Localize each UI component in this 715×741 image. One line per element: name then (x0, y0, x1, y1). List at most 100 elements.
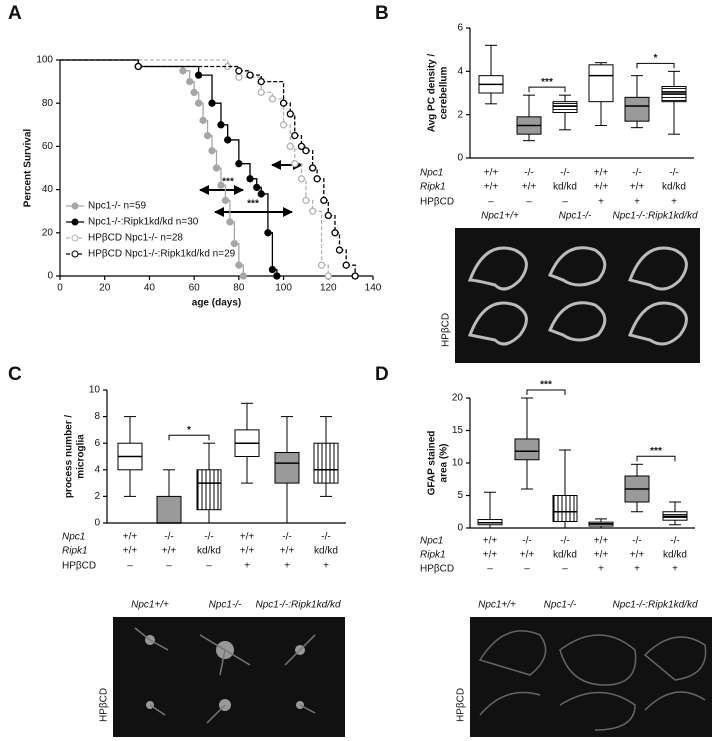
image-panel-c (113, 617, 345, 737)
survival-point (268, 95, 277, 103)
x-axis-label: age (days) (192, 298, 241, 309)
survival-point (134, 62, 142, 71)
genotype: + (671, 197, 677, 208)
significance-bracket (528, 86, 566, 93)
survival-point (320, 196, 328, 205)
significance-label: *** (247, 199, 259, 210)
genotype: kd/kd (197, 546, 221, 557)
genotype: kd/kd (663, 550, 687, 561)
x-tick-label: 20 (99, 283, 111, 294)
image-column-label: Npc1+/+ (478, 600, 516, 611)
survival-point (268, 265, 277, 274)
image-column-label: Npc1-/-:Ripk1kd/kd (612, 600, 697, 611)
significance-bracket (526, 389, 566, 395)
genotype: +/+ (240, 546, 255, 557)
genotype: – (562, 564, 568, 575)
image-column-label: Npc1-/- (559, 211, 592, 222)
survival-point (257, 190, 265, 198)
genotype: -/- (282, 532, 291, 543)
survival-point (324, 211, 332, 220)
y-tick-label: 6 (457, 23, 463, 34)
significance-label: *** (222, 177, 234, 188)
legend-label: HPβCD Npc1-/- n=28 (88, 233, 183, 244)
panel-letter: D (375, 364, 389, 385)
y-axis-label: Percent Survival (23, 129, 34, 208)
survival-point (235, 67, 243, 75)
survival-point (208, 99, 216, 107)
x-tick-label: 80 (233, 283, 245, 294)
y-tick-label: 80 (42, 98, 54, 109)
genotype: -/- (164, 532, 173, 543)
genotype: +/+ (630, 182, 645, 193)
genotype: + (598, 564, 604, 575)
row-label: Npc1 (420, 168, 443, 179)
y-axis-label: Avg PC density / (427, 54, 438, 133)
y-axis-label: GFAP stained (427, 431, 438, 496)
genotype: +/+ (280, 546, 295, 557)
survival-step (267, 232, 274, 270)
survival-point (212, 164, 221, 172)
genotype: +/+ (520, 550, 535, 561)
box (313, 442, 339, 484)
y-tick-label: 4 (457, 66, 463, 77)
survival-point (179, 67, 187, 75)
legend-marker (71, 250, 79, 258)
box (274, 452, 300, 484)
survival-point (342, 261, 350, 269)
panel-letter: C (8, 364, 22, 385)
survival-step (312, 210, 323, 266)
survival-point (235, 261, 243, 269)
y-tick-label: 4 (94, 464, 100, 475)
image-column-label: Npc1-/-:Ripk1kd/kd (612, 211, 697, 222)
survival-point (186, 77, 194, 86)
significance-bracket (636, 62, 675, 69)
survival-point (246, 71, 254, 79)
row-label: Ripk1 (62, 546, 88, 557)
survival-point (297, 142, 306, 151)
y-tick-label: 40 (42, 184, 54, 195)
genotype: – (127, 561, 133, 572)
survival-point (324, 272, 332, 280)
box (588, 64, 614, 103)
survival-point (273, 272, 281, 280)
genotype: +/+ (240, 532, 255, 543)
genotype: +/+ (123, 546, 138, 557)
genotype: +/+ (522, 182, 537, 193)
genotype: +/+ (123, 532, 138, 543)
x-tick-label: 120 (320, 283, 337, 294)
survival-step (272, 98, 285, 125)
survival-point (302, 147, 310, 155)
survival-step (60, 59, 139, 67)
genotype: + (284, 561, 290, 572)
x-tick-label: 0 (57, 283, 63, 294)
survival-point (279, 99, 288, 107)
genotype: – (488, 197, 494, 208)
significance-bracket (168, 434, 210, 441)
survival-point (235, 73, 243, 81)
survival-point (291, 131, 299, 140)
survival-step (238, 163, 251, 179)
survival-point (246, 175, 254, 183)
survival-point (317, 261, 326, 269)
survival-step (261, 80, 285, 104)
legend-label: Npc1-/- n=59 (88, 201, 147, 212)
survival-point (335, 246, 344, 254)
genotype: + (323, 561, 329, 572)
genotype: -/- (524, 168, 533, 179)
survival-point (302, 196, 310, 205)
genotype: – (562, 197, 568, 208)
image-column-label: Npc1-/-:Ripk1kd/kd (255, 600, 340, 611)
survival-point (331, 229, 339, 237)
survival-point (253, 183, 261, 192)
genotype: – (166, 561, 172, 572)
y-tick-label: 10 (89, 385, 101, 396)
row-label: Npc1 (62, 532, 85, 543)
y-tick-label: 0 (457, 523, 463, 534)
y-tick-label: 100 (36, 55, 53, 66)
y-axis-label: area (%) (439, 444, 450, 483)
genotype: + (672, 564, 678, 575)
survival-point (190, 88, 198, 97)
significance-label: * (654, 53, 658, 64)
survival-step (60, 59, 139, 67)
survival-point (203, 131, 212, 140)
